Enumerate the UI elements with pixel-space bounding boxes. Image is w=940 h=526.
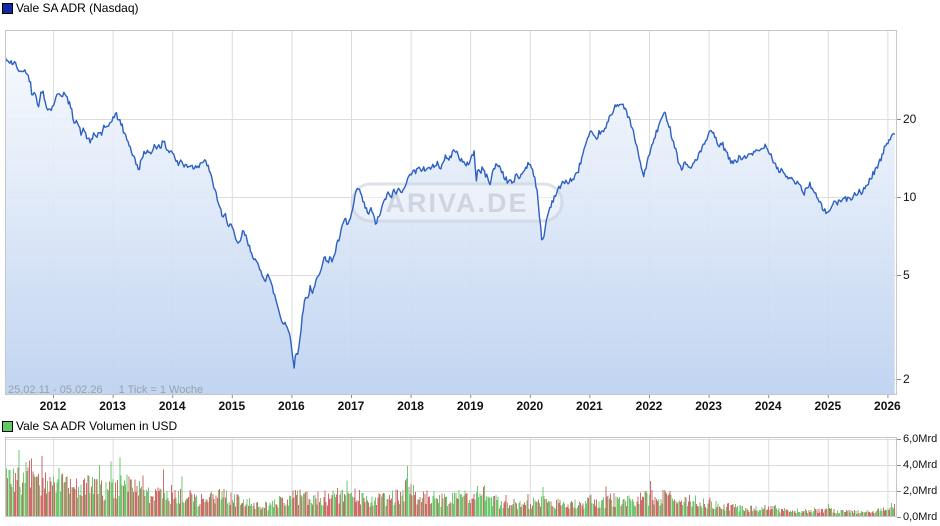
- range-caption: 25.02.11 - 05.02.26 1 Tick = 1 Woche: [8, 384, 203, 396]
- tick-interval-label: 1 Tick = 1 Woche: [118, 384, 204, 396]
- watermark-pill: [350, 182, 564, 223]
- price-chart-title: Vale SA ADR (Nasdaq): [16, 1, 139, 15]
- price-plot-border: [5, 30, 897, 395]
- volume-plot-border: [5, 437, 897, 517]
- volume-series-swatch: [2, 421, 13, 432]
- price-area-fill: [5, 57, 895, 396]
- watermark-text: ARIVA.DE: [385, 188, 528, 218]
- date-range-label: 25.02.11 - 05.02.26: [8, 384, 103, 396]
- volume-bars: [4, 450, 896, 517]
- price-series-swatch: [2, 3, 13, 14]
- price-line: [4, 57, 896, 369]
- volume-chart-title: Vale SA ADR Volumen in USD: [16, 419, 178, 433]
